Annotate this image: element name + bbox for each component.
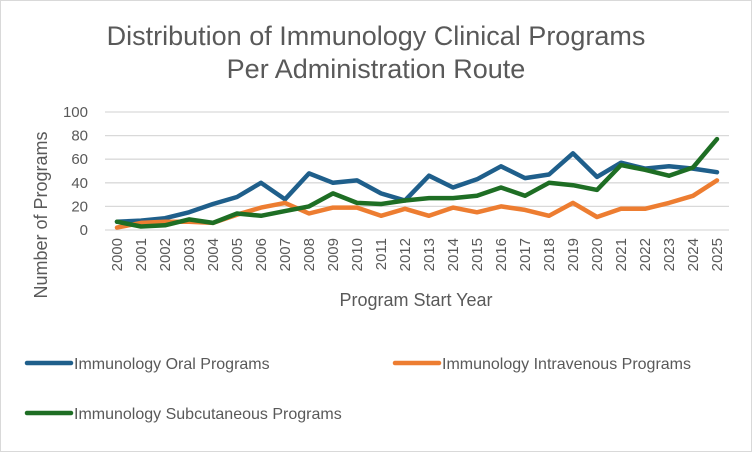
x-tick-label: 2005 — [229, 238, 246, 271]
x-tick-label: 2010 — [349, 238, 366, 271]
x-tick-label: 2025 — [709, 238, 726, 271]
x-tick-label: 2006 — [253, 238, 270, 271]
y-axis-ticks: 0 20 40 60 80 100 — [63, 104, 88, 239]
x-tick-label: 2013 — [421, 238, 438, 271]
gridlines — [105, 111, 729, 231]
x-tick-label: 2018 — [541, 238, 558, 271]
x-tick-label: 2016 — [493, 238, 510, 271]
y-tick-label: 80 — [71, 128, 88, 145]
x-tick-label: 2008 — [301, 238, 318, 271]
chart-title-line-1: Distribution of Immunology Clinical Prog… — [106, 21, 646, 51]
x-tick-label: 2007 — [277, 238, 294, 271]
x-tick-label: 2015 — [469, 238, 486, 271]
y-tick-label: 0 — [80, 222, 88, 239]
legend-label: Immunology Oral Programs — [74, 356, 270, 373]
x-axis-ticks: 2000 2001 2002 2003 2004 2005 2006 2007 2008 2009… — [109, 238, 726, 271]
x-tick-label: 2003 — [181, 238, 198, 271]
x-tick-label: 2024 — [685, 238, 702, 271]
y-tick-label: 60 — [71, 151, 88, 168]
legend: Immunology Oral Programs Immunology Intra… — [24, 356, 691, 423]
x-tick-label: 2021 — [613, 238, 630, 271]
x-tick-label: 2001 — [133, 238, 150, 271]
series-lines — [114, 136, 720, 230]
x-axis-title: Program Start Year — [339, 290, 492, 310]
x-tick-label: 2004 — [205, 238, 222, 271]
y-tick-label: 20 — [71, 198, 88, 215]
x-tick-label: 2011 — [373, 238, 390, 270]
y-tick-label: 40 — [71, 175, 88, 192]
x-tick-label: 2019 — [565, 238, 582, 271]
y-axis-title: Number of Programs — [31, 131, 51, 298]
x-tick-label: 2012 — [397, 238, 414, 271]
x-tick-label: 2023 — [661, 238, 678, 271]
x-tick-label: 2020 — [589, 238, 606, 271]
x-tick-label: 2014 — [445, 238, 462, 271]
chart-title-line-2: Per Administration Route — [226, 54, 526, 84]
x-tick-label: 2000 — [109, 238, 126, 271]
x-tick-label: 2022 — [637, 238, 654, 271]
series-line-1 — [114, 151, 720, 224]
series-line-3 — [114, 136, 720, 229]
x-tick-label: 2017 — [517, 238, 534, 271]
y-tick-label: 100 — [63, 104, 88, 121]
legend-label: Immunology Subcutaneous Programs — [74, 406, 342, 423]
chart-title: Distribution of Immunology Clinical Prog… — [0, 20, 752, 86]
x-tick-label: 2002 — [157, 238, 174, 271]
legend-label: Immunology Intravenous Programs — [442, 356, 691, 373]
x-tick-label: 2009 — [325, 238, 342, 271]
